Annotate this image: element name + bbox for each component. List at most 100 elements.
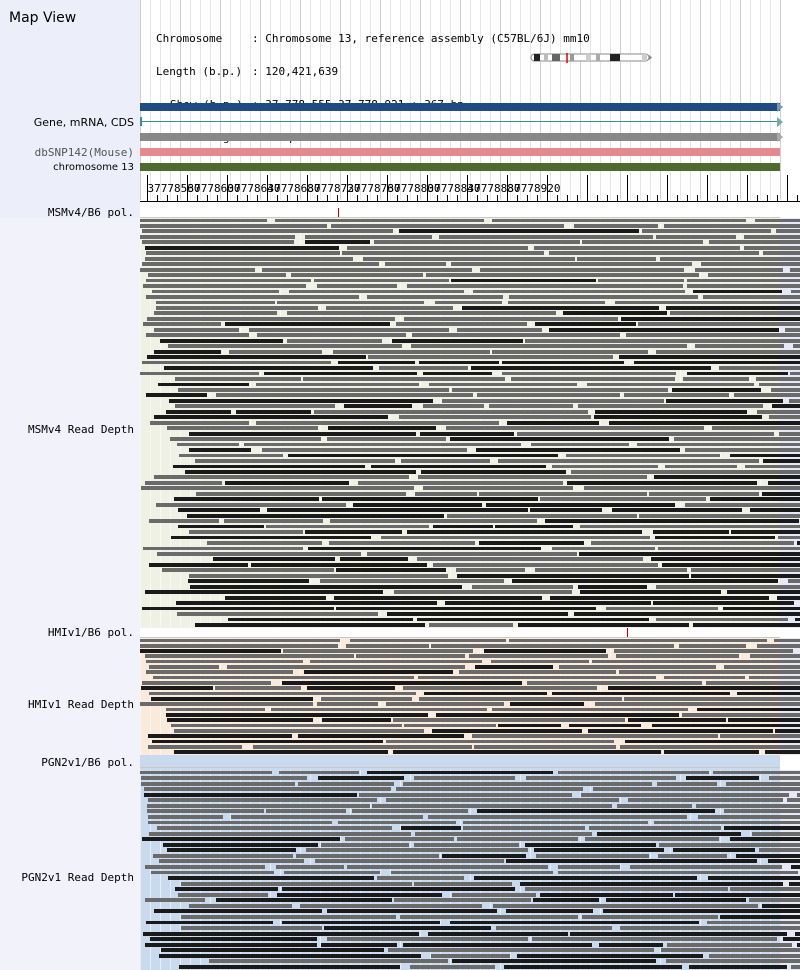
read-segment [149, 665, 219, 669]
read-segment [423, 371, 492, 376]
grid-line [240, 0, 241, 200]
read-segment [621, 316, 800, 321]
read-segment [709, 240, 800, 245]
read-segment [630, 864, 782, 869]
read-segment [655, 535, 775, 540]
read-segment [639, 513, 800, 518]
read-segment [508, 300, 605, 305]
read-segment [159, 859, 304, 864]
ruler-tick [307, 175, 308, 202]
read-segment [394, 590, 572, 595]
read-segment [145, 864, 265, 869]
read-segment [173, 464, 365, 469]
grid-line [690, 770, 691, 970]
read-segment [620, 744, 800, 749]
read-segment [386, 739, 614, 744]
ruler-tick-label: 37778880 [467, 182, 521, 195]
cds-arrow-icon [777, 132, 783, 142]
read-segment [153, 675, 414, 680]
grid-line [480, 0, 481, 200]
grid-line [520, 0, 521, 200]
chromosome-ideogram[interactable] [530, 53, 654, 63]
read-segment [687, 278, 800, 283]
mrna-line[interactable] [140, 121, 780, 122]
read-segment [530, 508, 602, 513]
ruler-tick [607, 195, 608, 202]
read-segment [147, 803, 370, 808]
read-segment [642, 229, 771, 234]
grid-line [340, 770, 341, 970]
read-segment [141, 486, 414, 491]
read-depth-panel[interactable] [140, 770, 800, 970]
read-depth-panel[interactable] [140, 218, 800, 628]
read-segment [797, 942, 800, 947]
grid-line [280, 638, 281, 755]
read-segment [762, 903, 800, 908]
grid-line [210, 638, 211, 755]
read-segment [345, 837, 454, 842]
read-segment [282, 887, 515, 892]
read-segment [697, 707, 800, 712]
grid-line [570, 0, 571, 200]
read-segment [385, 262, 446, 267]
read-segment [178, 387, 449, 392]
read-segment [720, 914, 800, 919]
read-segment [305, 240, 370, 245]
read-segment [720, 734, 800, 738]
read-segment [511, 377, 675, 381]
read-segment [144, 787, 391, 792]
read-segment [326, 305, 453, 310]
read-segment [177, 442, 239, 447]
read-segment [570, 931, 787, 936]
ruler-tick [557, 195, 558, 202]
read-segment [578, 404, 763, 409]
read-segment [367, 551, 577, 556]
read-segment [615, 300, 800, 305]
read-segment [545, 519, 799, 524]
gene-bar-1[interactable] [140, 103, 780, 111]
read-segment [447, 513, 637, 518]
read-segment [727, 590, 800, 595]
mrna-start [140, 117, 142, 126]
read-segment [768, 480, 800, 485]
read-segment [350, 638, 506, 643]
read-depth-label: HMIv1 Read Depth [28, 698, 134, 711]
read-segment [225, 322, 390, 327]
grid-line [380, 770, 381, 970]
read-segment [526, 776, 676, 780]
read-segment [420, 431, 514, 436]
grid-line [330, 770, 331, 970]
chromosome-bar[interactable] [140, 163, 780, 171]
read-segment [149, 562, 248, 567]
read-segment [429, 382, 577, 387]
read-segment [612, 508, 742, 513]
grid-line [550, 0, 551, 200]
dbsnp-bar[interactable] [140, 148, 780, 156]
read-segment [189, 903, 292, 908]
cds-bar[interactable] [140, 133, 780, 141]
read-segment [396, 322, 527, 327]
grid-line [240, 638, 241, 755]
read-segment [666, 305, 800, 310]
ruler-tick [767, 195, 768, 202]
ruler-tick-label: 37778600 [187, 182, 241, 195]
pol-track-line [140, 767, 780, 768]
read-segment [599, 942, 663, 947]
read-segment [423, 486, 573, 491]
ruler-tick [187, 175, 188, 202]
read-segment [660, 256, 800, 261]
grid-line [770, 638, 771, 755]
read-segment [277, 892, 442, 897]
read-segment [154, 311, 277, 316]
read-segment [594, 415, 762, 420]
read-segment [531, 442, 629, 447]
read-segment [452, 387, 668, 392]
read-depth-panel[interactable] [140, 638, 800, 755]
read-segment [552, 546, 655, 551]
snp-marker[interactable] [338, 208, 339, 217]
snp-marker[interactable] [627, 628, 628, 637]
ruler-tick [787, 175, 788, 202]
read-segment [527, 681, 702, 685]
read-segment [141, 776, 307, 780]
read-segment [146, 278, 311, 283]
